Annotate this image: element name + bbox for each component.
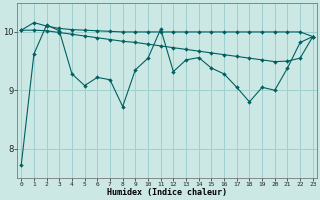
- X-axis label: Humidex (Indice chaleur): Humidex (Indice chaleur): [107, 188, 227, 197]
